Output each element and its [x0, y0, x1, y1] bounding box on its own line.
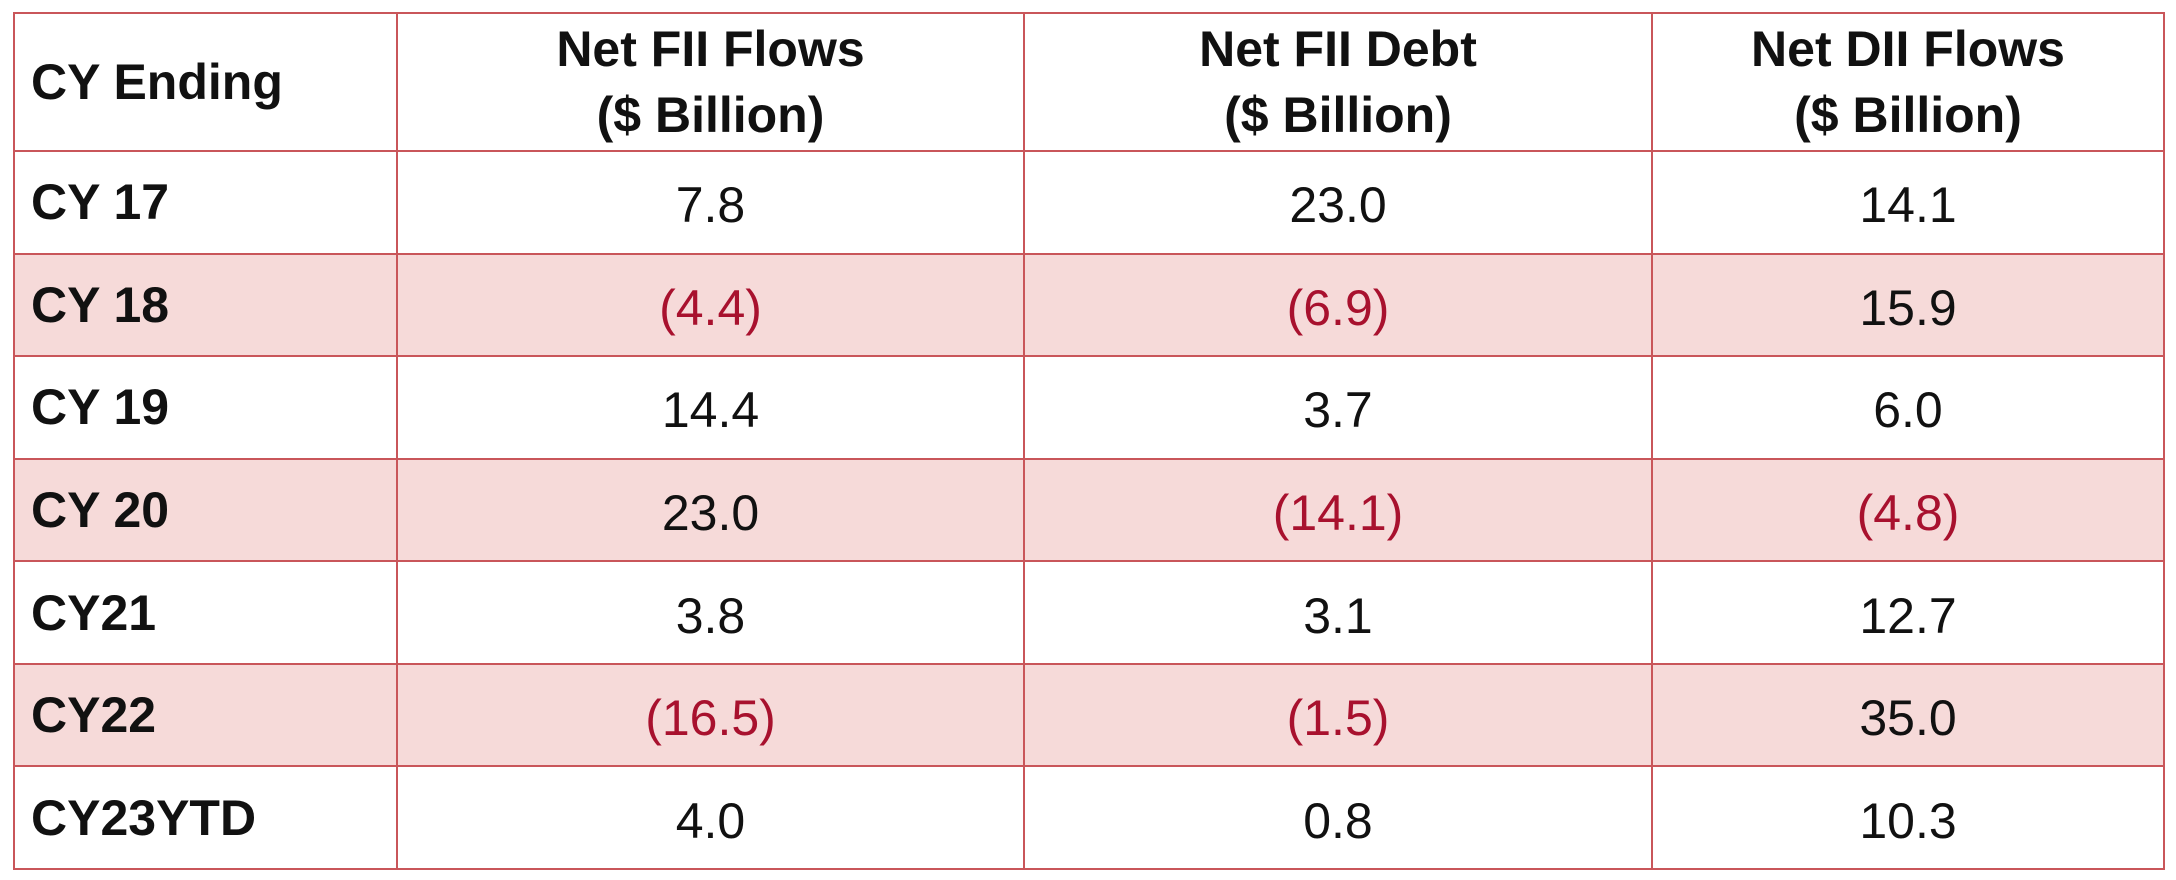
- header-cy-ending: CY Ending: [13, 12, 398, 152]
- table-row: CY22 (16.5) (1.5) 35.0: [13, 662, 2165, 768]
- cell-dii-flows: 10.3: [1651, 765, 2165, 870]
- header-net-dii-flows: Net DII Flows ($ Billion): [1651, 12, 2165, 152]
- row-label: CY 19: [13, 355, 398, 460]
- header-net-fii-flows-title: Net FII Flows: [556, 21, 865, 77]
- header-net-fii-flows: Net FII Flows ($ Billion): [396, 12, 1025, 152]
- cell-fii-flows: (16.5): [396, 662, 1025, 768]
- cell-dii-flows: (4.8): [1651, 457, 2165, 563]
- cell-dii-flows: 35.0: [1651, 662, 2165, 768]
- table-row: CY23YTD 4.0 0.8 10.3: [13, 765, 2165, 870]
- cell-dii-flows: 12.7: [1651, 560, 2165, 665]
- flows-table: CY Ending Net FII Flows ($ Billion) Net …: [13, 12, 2165, 870]
- header-net-fii-debt-title: Net FII Debt: [1199, 21, 1477, 77]
- header-net-dii-flows-unit: ($ Billion): [1794, 87, 2022, 143]
- cell-fii-debt: (14.1): [1023, 457, 1653, 563]
- header-net-dii-flows-title: Net DII Flows: [1751, 21, 2065, 77]
- header-net-fii-debt: Net FII Debt ($ Billion): [1023, 12, 1653, 152]
- row-label: CY23YTD: [13, 765, 398, 870]
- table-row: CY 19 14.4 3.7 6.0: [13, 355, 2165, 460]
- cell-dii-flows: 14.1: [1651, 150, 2165, 255]
- table-row: CY 18 (4.4) (6.9) 15.9: [13, 252, 2165, 358]
- cell-dii-flows: 6.0: [1651, 355, 2165, 460]
- cell-fii-debt: 23.0: [1023, 150, 1653, 255]
- cell-fii-debt: (1.5): [1023, 662, 1653, 768]
- header-net-fii-debt-unit: ($ Billion): [1224, 87, 1452, 143]
- cell-fii-debt: 3.7: [1023, 355, 1653, 460]
- cell-fii-flows: 7.8: [396, 150, 1025, 255]
- cell-fii-flows: 14.4: [396, 355, 1025, 460]
- table-row: CY21 3.8 3.1 12.7: [13, 560, 2165, 665]
- cell-fii-flows: 4.0: [396, 765, 1025, 870]
- row-label: CY22: [13, 662, 398, 768]
- cell-fii-flows: 3.8: [396, 560, 1025, 665]
- header-row: CY Ending Net FII Flows ($ Billion) Net …: [13, 12, 2165, 152]
- header-net-fii-flows-unit: ($ Billion): [596, 87, 825, 143]
- row-label: CY 18: [13, 252, 398, 358]
- cell-fii-debt: 3.1: [1023, 560, 1653, 665]
- cell-fii-flows: (4.4): [396, 252, 1025, 358]
- cell-fii-debt: 0.8: [1023, 765, 1653, 870]
- cell-fii-flows: 23.0: [396, 457, 1025, 563]
- row-label: CY 20: [13, 457, 398, 563]
- row-label: CY21: [13, 560, 398, 665]
- table-row: CY 20 23.0 (14.1) (4.8): [13, 457, 2165, 563]
- cell-fii-debt: (6.9): [1023, 252, 1653, 358]
- cell-dii-flows: 15.9: [1651, 252, 2165, 358]
- table-row: CY 17 7.8 23.0 14.1: [13, 150, 2165, 255]
- row-label: CY 17: [13, 150, 398, 255]
